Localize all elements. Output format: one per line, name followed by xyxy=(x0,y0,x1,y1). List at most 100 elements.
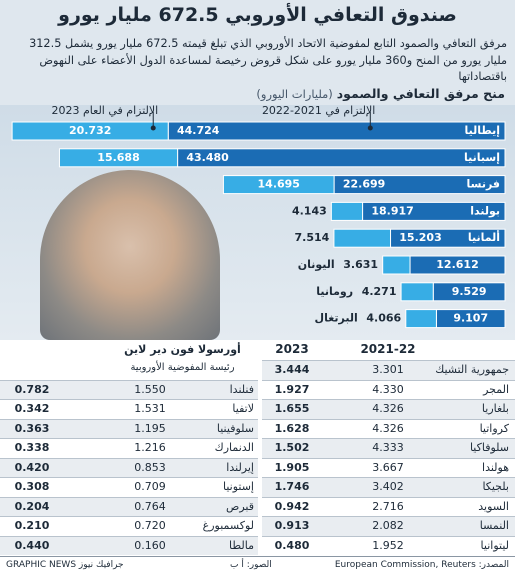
bar xyxy=(330,201,364,221)
chart-title-text: منح مرفق التعافي والصمود xyxy=(336,86,505,101)
table-cell: فنلندا xyxy=(229,382,254,396)
photo-caption: أورسولا فون دير لاين xyxy=(124,343,241,356)
table-cell: 3.444 xyxy=(274,363,310,376)
photo-caption: رئيسة المفوضية الأوروبية xyxy=(130,362,235,373)
table-row xyxy=(0,535,258,555)
value-label: 4.143 xyxy=(292,204,327,217)
bar xyxy=(11,121,169,141)
table-cell: 2.716 xyxy=(372,499,404,513)
table-cell: لوكسمبورغ xyxy=(202,519,254,532)
table-cell: 0.913 xyxy=(274,519,310,532)
table-cell: إستونيا xyxy=(222,480,254,493)
table-cell: 1.655 xyxy=(274,402,310,415)
table-cell: كرواتيا xyxy=(479,421,509,435)
table-cell: السويد xyxy=(478,499,509,513)
table-row xyxy=(262,535,515,555)
bar xyxy=(333,228,392,248)
table-row xyxy=(262,477,515,497)
table-cell: هولندا xyxy=(482,460,509,474)
table-cell: المجر xyxy=(483,382,509,396)
table-row xyxy=(0,477,258,497)
subtitle: مرفق التعافي والصمود التابع لمفوضية الات… xyxy=(29,37,507,83)
value-label: 3.631 xyxy=(343,258,378,271)
table-cell: بلغاريا xyxy=(481,402,509,415)
value-label: 22.699 xyxy=(343,178,385,191)
table-row xyxy=(0,516,258,536)
source: المصدر: European Commission, Reuters xyxy=(334,560,509,570)
photo xyxy=(40,170,220,340)
table-cell: بلجيكا xyxy=(482,480,509,493)
table-row xyxy=(262,457,515,477)
table-header: 2021-22 xyxy=(360,342,416,356)
photo-credit: الصور: أ ب xyxy=(230,560,272,570)
table-cell: 0.853 xyxy=(134,460,166,474)
table-cell: مالطا xyxy=(229,538,254,552)
table-row xyxy=(0,438,258,458)
table-cell: 1.927 xyxy=(274,382,310,396)
table-cell: النمسا xyxy=(479,519,509,532)
table-cell: 0.440 xyxy=(14,538,50,552)
bar xyxy=(400,282,434,302)
table-row xyxy=(262,360,515,380)
table-cell: جمهورية التشيك xyxy=(435,363,509,376)
value-label: 18.917 xyxy=(371,204,413,217)
table-row xyxy=(262,438,515,458)
value-label: 43.480 xyxy=(186,151,229,164)
bar xyxy=(222,175,335,195)
table-row xyxy=(262,379,515,399)
table-cell: 0.480 xyxy=(274,538,310,552)
table-cell: 0.942 xyxy=(274,499,310,513)
brand: GRAPHIC NEWS جرافيك نيوز xyxy=(6,560,124,570)
table-row xyxy=(0,418,258,438)
table-row xyxy=(0,399,258,419)
bar xyxy=(58,148,179,168)
table-row xyxy=(262,496,515,516)
value-label: 9.529 xyxy=(452,285,487,298)
table-row xyxy=(262,516,515,536)
table-cell: 4.326 xyxy=(372,421,404,435)
table-cell: 4.333 xyxy=(372,441,404,454)
value-label: 44.724 xyxy=(177,124,220,137)
footer-rule xyxy=(0,556,515,557)
table-cell: 4.326 xyxy=(372,402,404,415)
legend-label: الإلتزام في العام 2023 xyxy=(51,104,158,117)
table-cell: 4.330 xyxy=(372,382,404,396)
table-cell: 1.195 xyxy=(134,421,166,435)
table-header: 2023 xyxy=(275,342,309,356)
table-cell: الدنمارك xyxy=(214,441,254,454)
chart-subtitle: (مليارات اليورو) xyxy=(256,87,333,101)
table-cell: 1.905 xyxy=(274,460,310,474)
table-cell: 0.210 xyxy=(14,519,50,532)
category-label: فرنسا xyxy=(467,178,501,191)
table-cell: ليتوانيا xyxy=(480,538,509,552)
value-label: 4.271 xyxy=(362,285,397,298)
value-label: 14.695 xyxy=(258,178,300,191)
table-cell: 0.764 xyxy=(134,499,166,513)
table-cell: 1.502 xyxy=(274,441,310,454)
table-cell: 0.338 xyxy=(14,441,50,454)
table-cell: لاتفيا xyxy=(232,402,254,415)
table-cell: 0.342 xyxy=(14,402,50,415)
value-label: 20.732 xyxy=(69,124,111,137)
table-cell: 0.420 xyxy=(14,460,50,474)
annotation-dot xyxy=(150,125,156,131)
table-cell: 0.720 xyxy=(134,519,166,532)
table-cell: 3.402 xyxy=(372,480,404,493)
table-cell: 3.301 xyxy=(372,363,404,376)
category-label: إسبانيا xyxy=(464,151,500,164)
legend-label: الإلتزام في 2021-2022 xyxy=(262,104,375,117)
value-label: 15.203 xyxy=(399,231,441,244)
category-label: ألمانيا xyxy=(468,230,500,244)
table-cell: 0.308 xyxy=(14,480,50,493)
table-cell: 1.550 xyxy=(134,382,166,396)
category-label: اليونان xyxy=(298,258,335,271)
category-label: البرتغال xyxy=(315,312,358,325)
table-cell: 1.531 xyxy=(134,402,166,415)
table-row xyxy=(0,457,258,477)
category-label: بولندا xyxy=(470,204,500,217)
table-row xyxy=(0,379,258,399)
table-cell: إيرلندا xyxy=(226,460,254,474)
annotation-dot xyxy=(367,125,373,131)
value-label: 4.066 xyxy=(366,312,401,325)
